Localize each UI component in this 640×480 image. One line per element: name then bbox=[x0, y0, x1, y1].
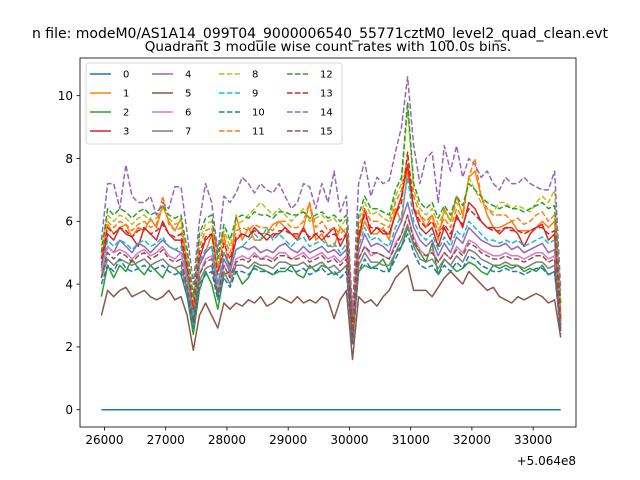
y-tick-label: 2 bbox=[65, 340, 73, 354]
legend-label-13: 13 bbox=[320, 89, 333, 100]
legend-label-9: 9 bbox=[252, 89, 258, 100]
legend-label-11: 11 bbox=[252, 127, 265, 138]
chart-title: Quadrant 3 module wise count rates with … bbox=[145, 39, 511, 55]
legend-label-1: 1 bbox=[123, 89, 129, 100]
series-line-14 bbox=[100, 76, 562, 314]
legend-label-4: 4 bbox=[185, 70, 191, 81]
figure-suptitle: n file: modeM0/AS1A14_099T04_9000006540_… bbox=[32, 26, 609, 42]
y-tick-label: 10 bbox=[58, 89, 73, 103]
x-tick-label: 30000 bbox=[330, 433, 368, 447]
legend-label-6: 6 bbox=[185, 108, 191, 119]
legend-label-5: 5 bbox=[185, 89, 191, 100]
legend-box bbox=[85, 62, 343, 145]
y-tick-label: 0 bbox=[65, 403, 73, 417]
series-line-8 bbox=[100, 107, 562, 326]
series-lines bbox=[100, 76, 562, 411]
legend-label-10: 10 bbox=[252, 108, 265, 119]
x-tick-label: 33000 bbox=[514, 433, 552, 447]
legend-label-12: 12 bbox=[320, 70, 333, 81]
x-tick-label: 29000 bbox=[269, 433, 307, 447]
legend-label-0: 0 bbox=[123, 70, 129, 81]
x-tick-label: 26000 bbox=[85, 433, 123, 447]
series-line-5 bbox=[100, 264, 562, 361]
y-axis: 0 2 4 6 8 10 bbox=[58, 89, 80, 417]
series-line-9 bbox=[100, 176, 562, 336]
y-tick-label: 6 bbox=[65, 215, 73, 229]
y-tick-label: 4 bbox=[65, 277, 73, 291]
legend-label-3: 3 bbox=[123, 127, 129, 138]
x-tick-label: 28000 bbox=[208, 433, 246, 447]
series-line-2 bbox=[100, 226, 562, 342]
x-tick-label: 27000 bbox=[147, 433, 185, 447]
legend-label-15: 15 bbox=[320, 127, 333, 138]
x-axis: 26000 27000 28000 29000 30000 31000 32000 33000 bbox=[85, 427, 552, 447]
legend-label-8: 8 bbox=[252, 70, 258, 81]
series-line-13 bbox=[100, 151, 562, 332]
axes-frame bbox=[79, 57, 577, 428]
x-offset-label: +5.064e8 bbox=[517, 454, 576, 468]
series-line-11 bbox=[100, 157, 562, 329]
series-line-10 bbox=[100, 233, 562, 345]
legend-label-14: 14 bbox=[320, 108, 333, 119]
x-tick-label: 32000 bbox=[453, 433, 491, 447]
series-line-15 bbox=[100, 214, 562, 342]
series-line-7 bbox=[100, 223, 562, 345]
legend-label-2: 2 bbox=[123, 108, 129, 119]
series-line-12 bbox=[100, 101, 562, 323]
y-tick-label: 8 bbox=[65, 152, 73, 166]
series-line-4 bbox=[100, 201, 562, 339]
series-line-6 bbox=[100, 214, 562, 342]
x-tick-label: 31000 bbox=[392, 433, 430, 447]
legend-label-7: 7 bbox=[185, 127, 191, 138]
